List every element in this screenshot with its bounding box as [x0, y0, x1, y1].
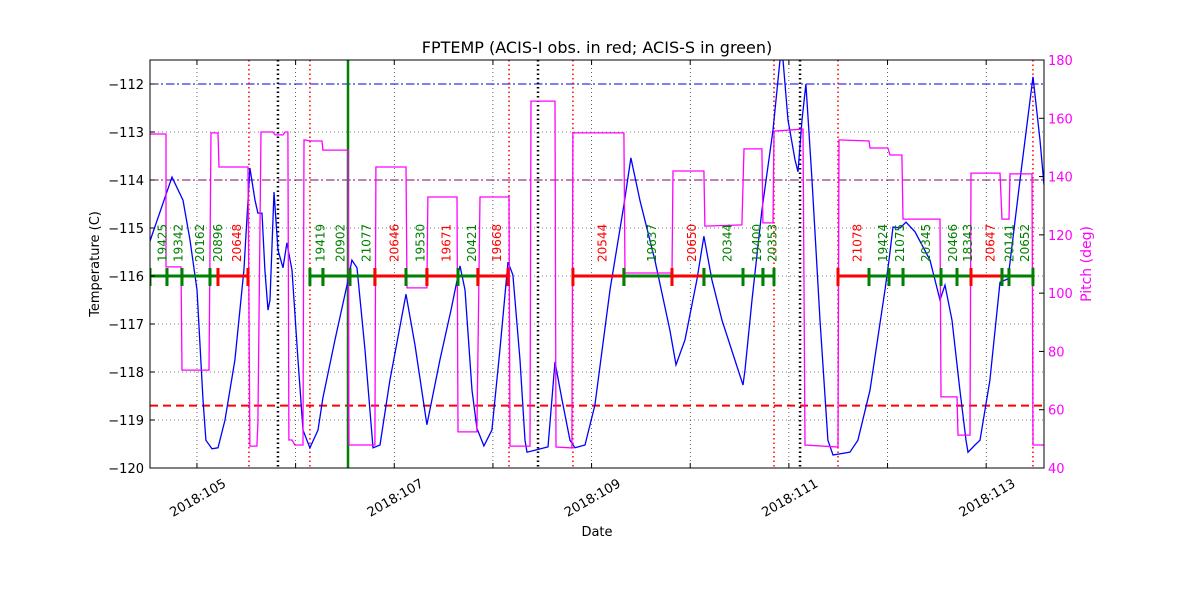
obs-label: 19419: [313, 224, 327, 262]
chart-title: FPTEMP (ACIS-I obs. in red; ACIS-S in gr…: [422, 38, 772, 57]
y2-axis-label: Pitch (deg): [1079, 226, 1095, 302]
obs-label: 19637: [645, 224, 659, 262]
obs-label: 21077: [360, 224, 374, 262]
x-tick-label: 2018:105: [168, 476, 229, 520]
obs-label: 21078: [851, 224, 865, 262]
y2-tick-label: 180: [1048, 54, 1073, 69]
obs-label: 19530: [414, 224, 428, 262]
pitch-line: [150, 100, 1044, 449]
y-axis-label: Temperature (C): [88, 211, 103, 318]
obs-label: 20141: [1003, 224, 1017, 262]
obs-label: 20466: [946, 224, 960, 262]
y-tick-label: −112: [108, 78, 144, 93]
obs-label: 20647: [984, 224, 998, 262]
obs-label: 20652: [1018, 224, 1032, 262]
y2-tick-label: 160: [1048, 112, 1073, 127]
y-tick-label: −118: [108, 366, 144, 381]
y2-tick-label: 120: [1048, 229, 1073, 244]
obs-label: 20421: [465, 224, 479, 262]
temperature-line: [150, 60, 1044, 456]
obs-label: 20345: [919, 224, 933, 262]
obs-label: 20896: [211, 224, 225, 262]
x-tick-label: 2018:113: [957, 476, 1018, 520]
obs-label: 20162: [193, 224, 207, 262]
obs-label: 20902: [334, 224, 348, 262]
y-tick-label: −119: [108, 414, 144, 429]
obs-label: 19668: [490, 224, 504, 262]
y-tick-label: −117: [108, 318, 144, 333]
plot-frame: [149, 59, 1045, 469]
x-axis-label: Date: [581, 525, 612, 540]
y2-tick-label: 140: [1048, 171, 1073, 186]
obs-label: 18343: [961, 224, 975, 262]
obs-label: 19425: [156, 224, 170, 262]
y2-tick-label: 40: [1048, 462, 1065, 477]
obs-label: 19671: [440, 224, 454, 262]
obs-label: 20650: [685, 224, 699, 262]
obs-label: 19342: [172, 224, 186, 262]
x-tick-label: 2018:111: [759, 476, 820, 520]
y2-tick-label: 80: [1048, 345, 1065, 360]
plot-area: [150, 60, 1044, 468]
y2-tick-label: 100: [1048, 287, 1073, 302]
y-tick-label: −115: [108, 222, 144, 237]
x-tick-label: 2018:109: [562, 476, 623, 520]
x-tick-label: 2018:107: [365, 476, 426, 520]
obs-label: 20544: [595, 224, 609, 262]
obs-label: 20648: [230, 224, 244, 262]
obs-label: 20353: [766, 224, 780, 262]
y-tick-label: −113: [108, 126, 144, 141]
y-tick-label: −114: [108, 174, 144, 189]
obs-label: 19400: [750, 224, 764, 262]
obs-label: 21075: [893, 224, 907, 262]
y-tick-label: −120: [108, 462, 144, 477]
obs-label: 19424: [876, 224, 890, 262]
obs-label: 20646: [388, 224, 402, 262]
obs-label: 20344: [721, 224, 735, 262]
y2-tick-label: 60: [1048, 404, 1065, 419]
y-tick-label: −116: [108, 270, 144, 285]
